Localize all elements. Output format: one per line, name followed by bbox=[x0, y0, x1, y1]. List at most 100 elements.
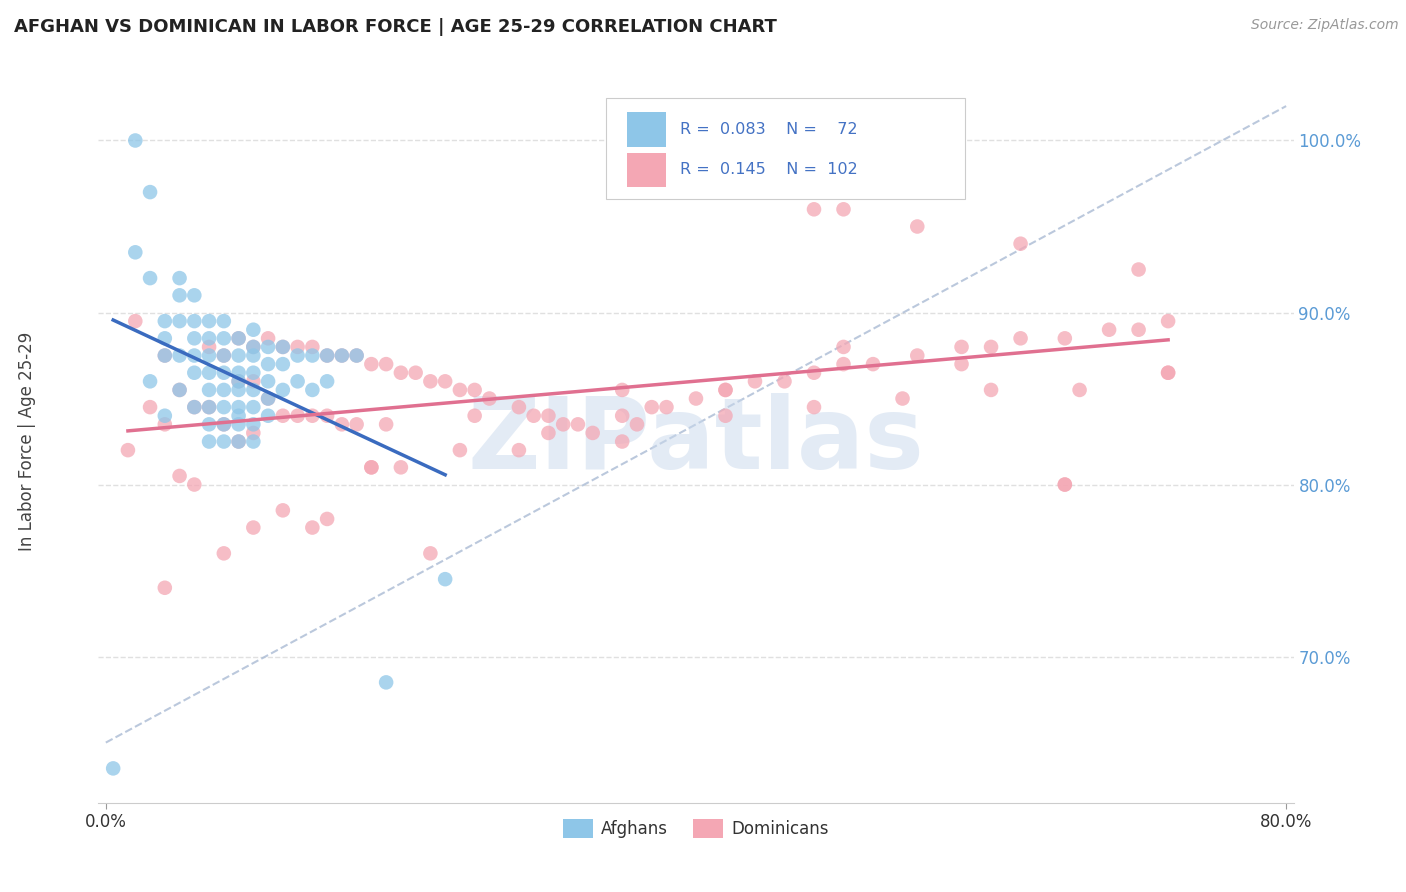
Point bbox=[198, 400, 221, 414]
Point bbox=[124, 314, 146, 328]
Point bbox=[980, 340, 1002, 354]
Point bbox=[330, 349, 353, 363]
Point bbox=[117, 443, 139, 458]
Point bbox=[287, 375, 309, 389]
Point bbox=[198, 340, 221, 354]
Point bbox=[1053, 477, 1076, 491]
Point bbox=[582, 425, 605, 440]
Point bbox=[287, 409, 309, 423]
Point bbox=[330, 349, 353, 363]
Text: R =  0.145    N =  102: R = 0.145 N = 102 bbox=[681, 162, 858, 178]
Point bbox=[375, 357, 398, 371]
Text: Source: ZipAtlas.com: Source: ZipAtlas.com bbox=[1251, 18, 1399, 32]
Point bbox=[271, 357, 294, 371]
Text: ZIPatlas: ZIPatlas bbox=[468, 393, 924, 490]
Point bbox=[537, 409, 560, 423]
Point bbox=[242, 520, 264, 534]
Point bbox=[330, 417, 353, 432]
Point bbox=[212, 383, 235, 397]
Point bbox=[464, 383, 486, 397]
Point bbox=[612, 409, 634, 423]
Point bbox=[773, 375, 796, 389]
Point bbox=[655, 400, 678, 414]
Point bbox=[626, 417, 648, 432]
Point bbox=[360, 460, 382, 475]
Point bbox=[169, 383, 191, 397]
FancyBboxPatch shape bbox=[627, 112, 666, 147]
Point bbox=[685, 392, 707, 406]
Point bbox=[1128, 262, 1150, 277]
Point bbox=[508, 400, 530, 414]
Point bbox=[183, 331, 205, 345]
Point bbox=[478, 392, 501, 406]
Point bbox=[301, 349, 323, 363]
Point bbox=[1010, 331, 1032, 345]
Point bbox=[449, 383, 471, 397]
Point bbox=[183, 314, 205, 328]
Point bbox=[212, 400, 235, 414]
Point bbox=[242, 417, 264, 432]
Point bbox=[1069, 383, 1091, 397]
Point bbox=[228, 331, 250, 345]
Point bbox=[567, 417, 589, 432]
Point bbox=[271, 503, 294, 517]
Point bbox=[257, 357, 280, 371]
Point bbox=[360, 357, 382, 371]
Point bbox=[1157, 366, 1180, 380]
Point bbox=[198, 366, 221, 380]
Point bbox=[316, 349, 339, 363]
Point bbox=[714, 383, 737, 397]
Point bbox=[212, 417, 235, 432]
Point bbox=[212, 546, 235, 560]
Point bbox=[212, 331, 235, 345]
Point bbox=[212, 349, 235, 363]
Point bbox=[153, 314, 176, 328]
Point bbox=[198, 314, 221, 328]
Point bbox=[153, 409, 176, 423]
Point bbox=[228, 375, 250, 389]
Point bbox=[419, 546, 441, 560]
Point bbox=[508, 443, 530, 458]
Text: R =  0.083    N =    72: R = 0.083 N = 72 bbox=[681, 122, 858, 136]
Point bbox=[169, 469, 191, 483]
Point bbox=[228, 434, 250, 449]
Point bbox=[153, 417, 176, 432]
Point bbox=[198, 400, 221, 414]
Point bbox=[905, 349, 928, 363]
Point bbox=[124, 245, 146, 260]
Point bbox=[242, 323, 264, 337]
Point bbox=[257, 392, 280, 406]
Point bbox=[464, 409, 486, 423]
Point bbox=[434, 375, 457, 389]
Point bbox=[257, 331, 280, 345]
Point bbox=[434, 572, 457, 586]
Point bbox=[862, 357, 884, 371]
Point bbox=[832, 357, 855, 371]
Point bbox=[257, 375, 280, 389]
Point bbox=[153, 581, 176, 595]
Point bbox=[553, 417, 575, 432]
Point bbox=[242, 425, 264, 440]
Point bbox=[228, 349, 250, 363]
Point bbox=[449, 443, 471, 458]
Point bbox=[301, 520, 323, 534]
Point bbox=[803, 366, 825, 380]
Point bbox=[316, 409, 339, 423]
Point bbox=[228, 400, 250, 414]
Point bbox=[905, 219, 928, 234]
Legend: Afghans, Dominicans: Afghans, Dominicans bbox=[557, 813, 835, 845]
Point bbox=[980, 383, 1002, 397]
Point bbox=[1098, 323, 1121, 337]
Point bbox=[537, 425, 560, 440]
Point bbox=[169, 271, 191, 285]
Point bbox=[1053, 477, 1076, 491]
Point bbox=[212, 314, 235, 328]
Point bbox=[375, 417, 398, 432]
Point bbox=[212, 434, 235, 449]
Point bbox=[271, 340, 294, 354]
Point bbox=[714, 409, 737, 423]
Point bbox=[139, 400, 162, 414]
Point bbox=[153, 349, 176, 363]
Point bbox=[124, 133, 146, 147]
Point bbox=[832, 340, 855, 354]
